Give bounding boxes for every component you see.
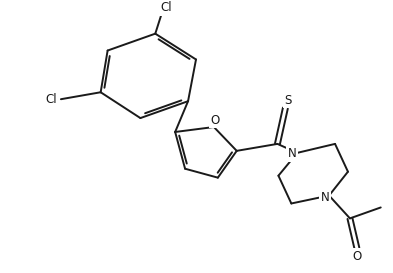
Text: O: O (210, 114, 220, 127)
Text: O: O (352, 250, 362, 263)
Text: N: N (321, 191, 329, 204)
Text: Cl: Cl (160, 1, 172, 14)
Text: S: S (285, 94, 292, 107)
Text: Cl: Cl (45, 93, 57, 106)
Text: N: N (288, 147, 297, 160)
